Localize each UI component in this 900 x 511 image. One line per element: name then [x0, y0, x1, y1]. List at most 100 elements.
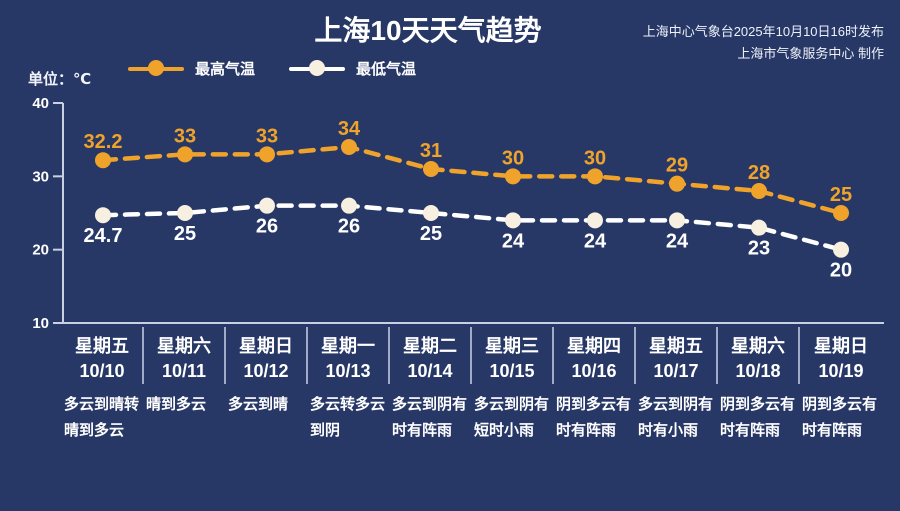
- weather-description-line: 阴到多云有: [720, 396, 796, 413]
- day-header: 星期六 10/11: [144, 327, 226, 384]
- day-column: 星期六 10/11 晴到多云: [144, 327, 226, 444]
- day-header: 星期一 10/13: [308, 327, 390, 384]
- weather-description-line: 时有阵雨: [802, 422, 863, 439]
- legend: 最高气温 最低气温: [128, 58, 416, 79]
- date-label: 10/14: [407, 361, 453, 381]
- low-temp-value-label: 24: [584, 230, 607, 252]
- day-header: 星期五 10/17: [636, 327, 718, 384]
- weather-description-line: 时有小雨: [638, 422, 699, 439]
- day-header: 星期二 10/14: [390, 327, 472, 384]
- low-temp-point: [669, 212, 685, 229]
- high-temp-value-label: 34: [338, 118, 361, 140]
- date-label: 10/12: [243, 361, 289, 381]
- high-temp-point: [423, 161, 439, 177]
- weather-description: 多云转多云 到阴: [308, 392, 390, 444]
- day-header: 星期日 10/19: [800, 327, 882, 384]
- low-temp-point: [95, 207, 111, 224]
- weather-description-line: 时有阵雨: [720, 422, 781, 439]
- weather-description-line: 晴到多云: [146, 396, 207, 413]
- day-column: 星期五 10/10 多云到晴转 晴到多云: [62, 327, 144, 444]
- weather-description: 阴到多云有 时有阵雨: [718, 392, 800, 444]
- day-header: 星期日 10/12: [226, 327, 308, 384]
- low-temp-legend-marker-icon: [289, 60, 346, 77]
- low-temp-point: [341, 197, 357, 214]
- high-temp-point: [751, 183, 767, 199]
- day-column: 星期四 10/16 阴到多云有时有阵雨: [554, 327, 636, 444]
- high-temp-point: [177, 146, 193, 163]
- weather-description-line: 多云转多云: [310, 396, 386, 413]
- high-temp-value-label: 30: [502, 147, 524, 169]
- high-temp-value-label: 30: [584, 147, 606, 169]
- weekday-label: 星期一: [321, 336, 375, 356]
- day-column: 星期三 10/15 多云到阴有 短时小雨: [472, 327, 554, 444]
- weekday-label: 星期日: [814, 336, 868, 356]
- date-label: 10/16: [571, 361, 617, 381]
- day-header: 星期六 10/18: [718, 327, 800, 384]
- date-label: 10/15: [489, 361, 535, 381]
- weather-description-line: 阴到多云有: [556, 396, 632, 413]
- issued-by-line: 上海中心气象台2025年10月10日16时发布: [642, 24, 884, 39]
- low-temp-point: [259, 197, 275, 214]
- low-temp-line: [100, 203, 844, 252]
- low-temp-value-label: 26: [256, 216, 278, 238]
- high-temp-point: [95, 152, 111, 169]
- weekday-label: 星期六: [731, 336, 785, 356]
- day-column: 星期一 10/13 多云转多云 到阴: [308, 327, 390, 444]
- y-axis-tick-label: 10: [32, 315, 49, 332]
- weekday-label: 星期三: [485, 336, 539, 356]
- high-temp-point: [341, 139, 357, 155]
- weather-description: 多云到阴有 时有小雨: [636, 392, 718, 444]
- weather-description-line: 晴到多云: [64, 422, 125, 439]
- high-temp-value-label: 33: [174, 125, 196, 147]
- day-column: 星期五 10/17 多云到阴有时有小雨: [636, 327, 718, 444]
- low-temp-point: [587, 212, 603, 229]
- low-temp-point: [751, 219, 767, 236]
- weather-description-line: 多云到阴有: [638, 396, 714, 413]
- high-temp-value-label: 29: [666, 155, 688, 177]
- high-temp-value-label: 32.2: [84, 131, 123, 153]
- weekday-label: 星期日: [239, 336, 293, 356]
- low-temp-value-label: 25: [420, 223, 442, 245]
- weather-description-line: 时有阵雨: [392, 422, 453, 439]
- weather-description: 阴到多云有 时有阵雨: [800, 392, 882, 444]
- low-temp-value-label: 26: [338, 216, 360, 238]
- low-temp-point: [505, 212, 521, 229]
- weather-description-line: 多云到阴有: [474, 396, 550, 413]
- day-column: 星期六 10/18 阴到多云有时有阵雨: [718, 327, 800, 444]
- weather-description: 阴到多云有 时有阵雨: [554, 392, 636, 444]
- low-temp-point: [423, 205, 439, 221]
- legend-item-low-temp: 最低气温: [289, 58, 416, 79]
- weather-description: 多云到晴: [226, 392, 308, 418]
- source-info: 上海中心气象台2025年10月10日16时发布 上海市气象服务中心 制作: [643, 21, 884, 65]
- day-header: 星期四 10/16: [554, 327, 636, 384]
- date-label: 10/18: [735, 361, 781, 381]
- day-column: 星期日 10/19 阴到多云有 时有阵雨: [800, 327, 882, 444]
- weekday-label: 星期五: [649, 336, 703, 356]
- weather-description: 晴到多云: [144, 392, 226, 418]
- weather-description-line: 多云到阴有: [392, 396, 468, 413]
- weather-description: 多云到晴转 晴到多云: [62, 392, 144, 444]
- date-label: 10/17: [653, 361, 699, 381]
- date-label: 10/19: [818, 361, 864, 381]
- legend-item-high-temp: 最高气温: [128, 58, 255, 79]
- day-columns: 星期五 10/10 多云到晴转 晴到多云 星期六 10/11 晴到多云 星期日 10/12 多云到…: [62, 327, 882, 444]
- weather-description-line: 多云到晴: [228, 396, 289, 413]
- low-temp-value-label: 24.7: [84, 225, 123, 247]
- y-axis-tick-label: 30: [32, 168, 49, 185]
- weekday-label: 星期六: [157, 336, 211, 356]
- high-temp-point: [587, 168, 603, 185]
- high-temp-point: [833, 205, 849, 221]
- legend-label-low-temp: 最低气温: [356, 61, 417, 78]
- y-axis-tick-label: 40: [32, 95, 49, 112]
- page-title: 上海10天天气趋势: [314, 15, 542, 46]
- date-label: 10/10: [79, 361, 125, 381]
- weather-description-line: 多云到晴转: [64, 396, 140, 413]
- high-temp-value-label: 25: [830, 184, 852, 206]
- weather-description: 多云到阴有 短时小雨: [472, 392, 554, 444]
- weather-description-line: 时有阵雨: [556, 422, 617, 439]
- high-temp-value-label: 31: [420, 140, 442, 162]
- low-temp-point: [833, 241, 849, 258]
- high-temp-value-label: 28: [748, 162, 770, 184]
